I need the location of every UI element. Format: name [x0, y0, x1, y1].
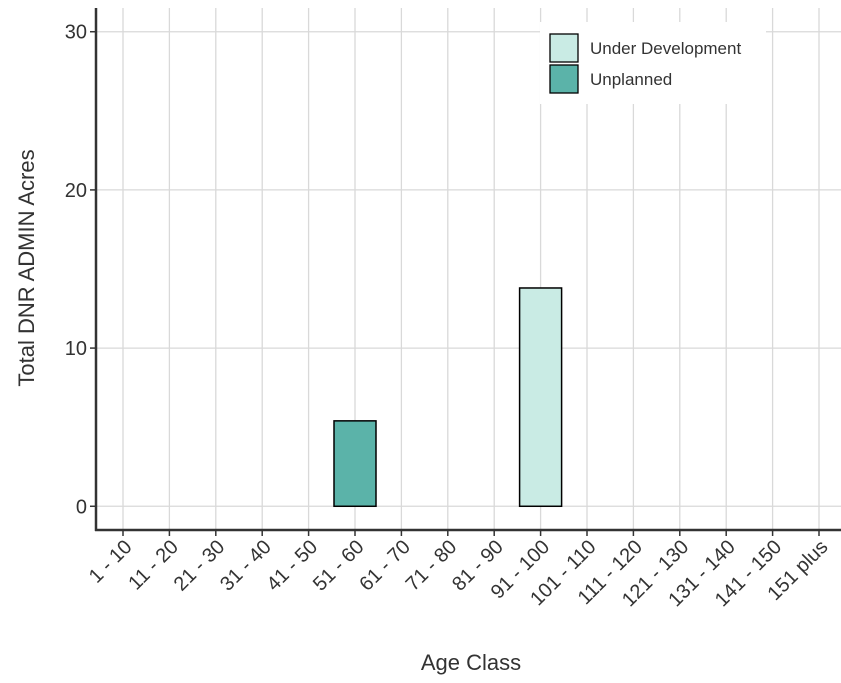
legend-label: Under Development [590, 39, 741, 58]
x-tick-label: 41 - 50 [263, 536, 323, 596]
y-tick-label: 0 [76, 496, 87, 518]
legend: Under Development Unplanned [540, 22, 766, 104]
x-tick-label: 21 - 30 [170, 536, 230, 596]
x-tick-label: 71 - 80 [402, 536, 462, 596]
legend-key [549, 64, 579, 94]
y-tick-label: 30 [65, 22, 87, 44]
y-tick-label: 10 [65, 338, 87, 360]
y-axis-title: Total DNR ADMIN Acres [14, 149, 39, 386]
x-axis-title: Age Class [421, 650, 521, 675]
legend-key [549, 33, 579, 63]
bars [333, 287, 563, 508]
bar [518, 287, 563, 508]
x-tick-label: 31 - 40 [216, 536, 276, 596]
x-tick-label: 51 - 60 [309, 536, 369, 596]
x-tick-label: 61 - 70 [355, 536, 415, 596]
legend-label: Unplanned [590, 70, 672, 89]
axes [94, 8, 841, 532]
y-tick-label: 20 [65, 180, 87, 202]
bar [333, 420, 377, 508]
